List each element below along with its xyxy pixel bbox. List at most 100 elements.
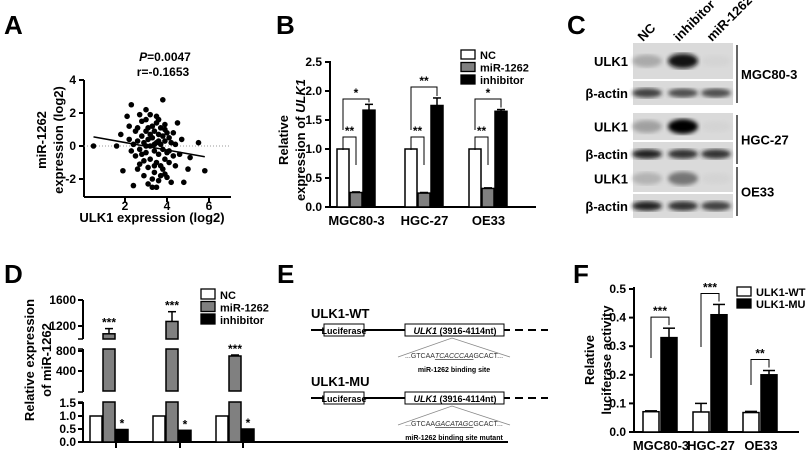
scatter-point — [178, 136, 185, 143]
cell-line-label: HGC-27 — [741, 133, 789, 148]
scatter-point — [126, 123, 132, 129]
ulk1-fragment-label: ULK1 (3916-4114nt) — [413, 394, 496, 404]
legend-label: NC — [480, 50, 496, 62]
scatter-point — [136, 161, 143, 167]
actin-band — [668, 149, 698, 159]
scatter-point — [153, 120, 160, 126]
y-tick-label: 0.0 — [609, 425, 626, 439]
actin-row-label: β-actin — [585, 199, 628, 214]
x-category-label: HGC-27 — [687, 438, 735, 453]
y-tick-label: 800 — [56, 344, 76, 358]
scatter-point — [132, 153, 139, 159]
scatter-point — [162, 171, 168, 177]
y-tick-label: 1600 — [49, 293, 76, 307]
y-tick-label: -2 — [65, 172, 76, 186]
panel-d-bar-chart: Relative expression of miR-1262 1600 1200… — [22, 288, 508, 449]
scatter-point — [149, 184, 156, 191]
scatter-point — [134, 138, 141, 144]
legend-swatch — [460, 61, 476, 73]
legend-swatch — [200, 300, 216, 313]
scatter-point — [149, 123, 156, 129]
bar-mir-1262-low — [165, 401, 179, 443]
scatter-point — [126, 136, 132, 143]
actin-band — [701, 149, 731, 159]
blot-oe33: ULK1 β-actin OE33 — [585, 165, 774, 218]
legend-label: miR-1262 — [220, 303, 269, 315]
y-axis-label-line2: of miR-1262 — [39, 323, 54, 397]
significance-marker: ** — [413, 124, 423, 138]
significance-marker: ** — [477, 124, 487, 138]
scatter-point — [141, 158, 147, 164]
y-tick-label: 0.4 — [609, 311, 626, 325]
actin-band — [668, 201, 698, 211]
bar-mir-1262-mid — [165, 348, 179, 392]
wt-sequence: ...GTCAATCACCCAAGCACT... — [405, 353, 503, 360]
ulk1-row-label: ULK1 — [594, 54, 628, 69]
panel-b-bar-chart: Relative expression of ULK1 0.0 0.5 1.0 1.5… — [276, 49, 536, 228]
x-category-label: MGC80-3 — [633, 438, 689, 453]
y-tick-label: 4 — [69, 73, 76, 87]
scatter-point — [151, 169, 158, 176]
scatter-point — [139, 118, 145, 125]
scatter-point — [143, 106, 149, 113]
legend-swatch — [460, 74, 476, 85]
scatter-point — [130, 182, 137, 189]
scatter-point — [113, 143, 120, 149]
bar-nc — [336, 148, 350, 208]
bar-ulk1-mu — [760, 374, 778, 433]
luciferase-label: Luciferase — [321, 326, 366, 336]
y-axis-label-line1: Relative — [582, 335, 597, 385]
ulk1-band — [632, 120, 662, 133]
x-tick-label: 6 — [206, 199, 213, 213]
actin-band — [701, 201, 731, 211]
scatter-point — [162, 156, 168, 162]
panel-e-construct-diagram: ULK1-WT Luciferase ULK1 (3916-4114nt) ..… — [311, 306, 548, 442]
ulk1-band — [701, 55, 731, 67]
bar-inhibitor — [362, 109, 376, 208]
scatter-point — [155, 138, 162, 144]
scatter-point — [170, 153, 177, 159]
scatter-point — [118, 131, 124, 138]
scatter-point — [155, 151, 162, 158]
scatter-point — [166, 159, 172, 166]
scatter-point — [136, 111, 143, 118]
y-tick-label: 1.5 — [59, 396, 76, 410]
significance-marker: *** — [703, 280, 717, 294]
panel-label-b: B — [276, 10, 295, 40]
scatter-point — [181, 179, 187, 186]
scatter-point — [185, 166, 191, 172]
x-axis-label: ULK1 expression (log2) — [79, 210, 224, 225]
y-axis-label-line2: expression (log2) — [51, 86, 66, 194]
significance-bracket — [342, 98, 370, 130]
scatter-point — [151, 163, 158, 169]
r-value-annotation: r=-0.1653 — [137, 65, 190, 79]
panel-label-f: F — [573, 259, 589, 289]
x-category-label: OE33 — [472, 213, 505, 228]
bar-mir-1262 — [481, 187, 495, 208]
ulk1-band — [701, 120, 731, 133]
significance-bracket — [650, 316, 670, 358]
ulk1-band — [632, 54, 662, 68]
wt-caption: miR-1262 binding site — [418, 367, 490, 374]
x-tick-label: 2 — [122, 199, 129, 213]
scatter-point — [147, 111, 153, 118]
p-value-annotation: P=0.0047 — [139, 50, 191, 64]
scatter-point — [143, 116, 149, 123]
scatter-point — [145, 136, 151, 143]
bar-inhibitor — [115, 428, 129, 443]
y-axis-label-line1: Relative — [276, 115, 291, 165]
panel-a-scatter: P=0.0047 r=-0.1653 ULK1 expression (log2… — [34, 50, 231, 225]
ulk1-row-label: ULK1 — [594, 172, 628, 187]
blot-mgc80-3: ULK1 β-actin MGC80-3 — [585, 43, 797, 105]
y-axis-label-line1: miR-1262 — [34, 111, 49, 169]
scatter-point — [160, 166, 166, 172]
scatter-point — [151, 128, 158, 134]
blot-hgc-27: ULK1 β-actin HGC-27 — [585, 113, 789, 166]
bar-nc — [215, 415, 229, 443]
y-tick-label: 1.0 — [305, 142, 322, 156]
significance-marker: *** — [228, 342, 242, 356]
scatter-point — [136, 146, 143, 153]
ulk1-band — [668, 53, 698, 69]
scatter-point — [187, 154, 193, 161]
scatter-point — [170, 130, 177, 136]
